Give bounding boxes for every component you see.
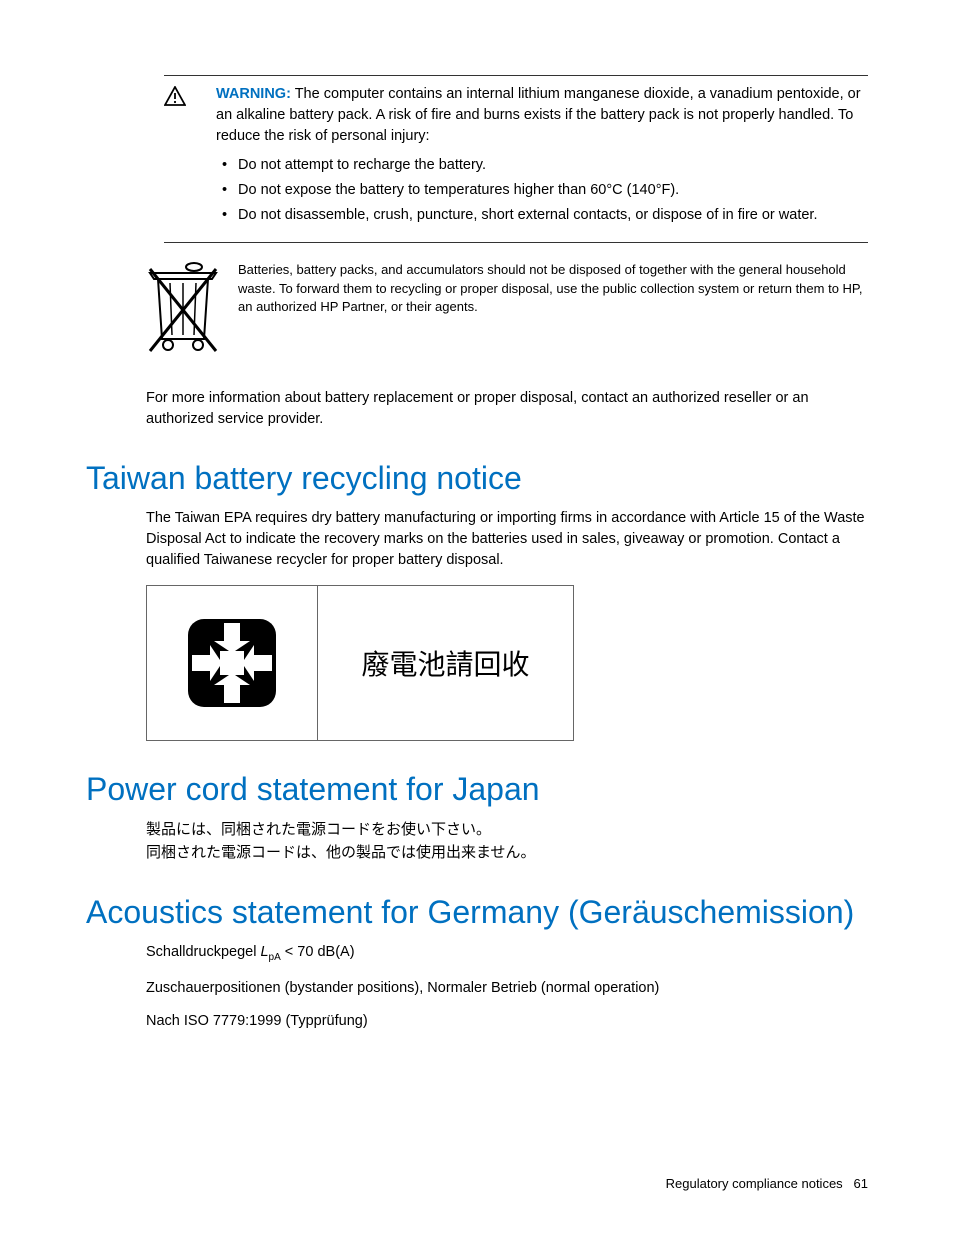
warning-icon-col [164,84,216,111]
warning-intro-text: The computer contains an internal lithiu… [216,86,861,144]
germany-l1-prefix: Schalldruckpegel [146,944,260,960]
footer-title: Regulatory compliance notices [666,1176,843,1191]
warning-bullet: Do not attempt to recharge the battery. [216,155,868,176]
footer-page-number: 61 [854,1176,868,1191]
warning-body: WARNING: The computer contains an intern… [216,84,868,230]
taiwan-body-text: The Taiwan EPA requires dry battery manu… [146,508,868,571]
warning-label: WARNING: [216,86,291,102]
warning-triangle-icon [164,86,186,106]
warning-bullet: Do not disassemble, crush, puncture, sho… [216,205,868,226]
battery-disposal-row: Batteries, battery packs, and accumulato… [146,259,868,364]
crossed-bin-icon [146,259,220,359]
taiwan-figure: 廢電池請回收 [146,585,868,741]
battery-disposal-text: Batteries, battery packs, and accumulato… [238,259,868,316]
germany-line-2: Zuschauerpositionen (bystander positions… [146,978,868,999]
japan-line-2: 同梱された電源コードは、他の製品では使用出来ません。 [146,842,868,865]
germany-l1-sub: pA [269,952,281,963]
warning-intro-paragraph: WARNING: The computer contains an intern… [216,84,868,147]
taiwan-recycle-icon [182,613,282,713]
taiwan-label-cell: 廢電池請回收 [318,585,574,741]
crossed-bin-icon-col [146,259,238,364]
warning-bullet-list: Do not attempt to recharge the battery. … [216,155,868,226]
japan-heading: Power cord statement for Japan [86,769,868,809]
germany-l1-var: L [260,944,268,960]
taiwan-heading: Taiwan battery recycling notice [86,458,868,498]
more-info-text: For more information about battery repla… [146,388,868,430]
germany-line-1: Schalldruckpegel LpA < 70 dB(A) [146,942,868,965]
germany-l1-suffix: < 70 dB(A) [281,944,355,960]
taiwan-recycle-icon-cell [146,585,318,741]
page-content: WARNING: The computer contains an intern… [0,0,954,1084]
page-footer: Regulatory compliance notices 61 [666,1176,868,1191]
warning-bullet: Do not expose the battery to temperature… [216,180,868,201]
japan-line-1: 製品には、同梱された電源コードをお使い下さい。 [146,819,868,842]
taiwan-label-zh: 廢電池請回收 [361,643,529,683]
warning-block: WARNING: The computer contains an intern… [164,75,868,243]
germany-line-3: Nach ISO 7779:1999 (Typprüfung) [146,1011,868,1032]
germany-heading: Acoustics statement for Germany (Geräusc… [86,892,868,932]
